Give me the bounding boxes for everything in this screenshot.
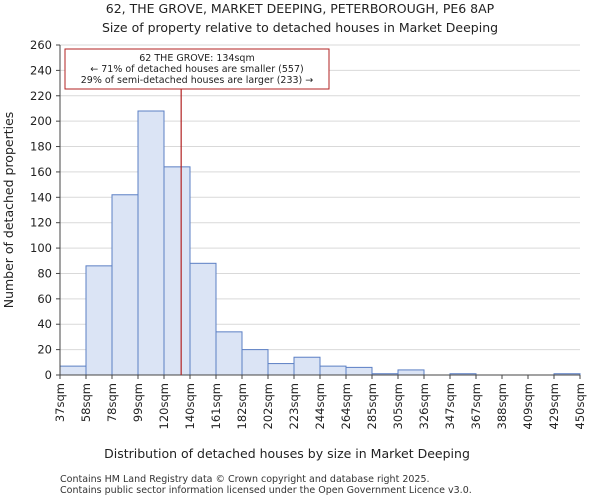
y-axis-label: Number of detached properties — [1, 112, 16, 309]
bar-161sqm — [215, 331, 243, 376]
y-tick-label: 40 — [37, 317, 52, 331]
chart-subtitle: Size of property relative to detached ho… — [102, 20, 498, 35]
x-tick-label: 244sqm — [313, 383, 327, 429]
y-tick-label: 260 — [30, 38, 52, 52]
x-tick-label: 409sqm — [521, 383, 535, 429]
bar-264sqm — [345, 366, 373, 376]
y-tick-label: 0 — [45, 368, 52, 382]
annotation-box: 62 THE GROVE: 134sqm ← 71% of detached h… — [64, 48, 330, 90]
x-tick-label: 140sqm — [183, 383, 197, 429]
x-tick-label: 37sqm — [53, 383, 67, 422]
y-tick-label: 220 — [30, 89, 52, 103]
x-tick-label: 326sqm — [417, 383, 431, 429]
bar-99sqm — [137, 110, 165, 376]
footer-line-2: Contains public sector information licen… — [60, 485, 472, 496]
chart-title: 62, THE GROVE, MARKET DEEPING, PETERBORO… — [106, 1, 495, 16]
annotation-line-1: 62 THE GROVE: 134sqm — [139, 53, 254, 64]
bar-244sqm — [319, 365, 347, 376]
x-axis-label: Distribution of detached houses by size … — [104, 446, 470, 461]
y-ticks: 0 20 40 60 80 100 120 140 160 180 200 220 240 260 — [30, 38, 60, 382]
bar-58sqm — [85, 265, 113, 376]
x-tick-label: 202sqm — [261, 383, 275, 429]
x-tick-label: 120sqm — [157, 383, 171, 429]
bar-37sqm — [59, 365, 87, 376]
footer-line-1: Contains HM Land Registry data © Crown c… — [60, 474, 430, 485]
bar-182sqm — [241, 349, 269, 376]
x-tick-label: 450sqm — [573, 383, 587, 429]
y-tick-label: 120 — [30, 216, 52, 230]
x-tick-label: 367sqm — [469, 383, 483, 429]
bar-140sqm — [189, 262, 217, 376]
annotation-frame — [64, 48, 330, 90]
y-tick-label: 80 — [37, 266, 52, 280]
bar-305sqm — [397, 369, 425, 376]
x-tick-label: 58sqm — [79, 383, 93, 422]
y-tick-label: 200 — [30, 114, 52, 128]
x-tick-label: 347sqm — [443, 383, 457, 429]
bars — [59, 110, 581, 376]
y-tick-label: 240 — [30, 63, 52, 77]
y-tick-label: 180 — [30, 140, 52, 154]
annotation-line-3: 29% of semi-detached houses are larger (… — [81, 75, 314, 86]
annotation-line-2: ← 71% of detached houses are smaller (55… — [90, 64, 303, 75]
x-tick-label: 305sqm — [391, 383, 405, 429]
x-tick-label: 388sqm — [495, 383, 509, 429]
bar-202sqm — [267, 363, 295, 376]
x-tick-label: 429sqm — [547, 383, 561, 429]
x-tick-label: 182sqm — [235, 383, 249, 429]
bar-78sqm — [111, 194, 139, 376]
x-tick-label: 285sqm — [365, 383, 379, 429]
x-tick-label: 161sqm — [209, 383, 223, 429]
y-tick-label: 140 — [30, 190, 52, 204]
bar-223sqm — [293, 356, 321, 376]
y-tick-label: 20 — [37, 343, 52, 357]
x-tick-label: 264sqm — [339, 383, 353, 429]
bar-120sqm — [163, 166, 191, 376]
x-tick-label: 223sqm — [287, 383, 301, 429]
x-tick-label: 78sqm — [105, 383, 119, 422]
x-tick-label: 99sqm — [131, 383, 145, 422]
y-tick-label: 100 — [30, 241, 52, 255]
y-tick-label: 60 — [37, 292, 52, 306]
y-tick-label: 160 — [30, 165, 52, 179]
x-ticks: 37sqm 58sqm 78sqm 99sqm 120sqm 140sqm 161sqm 18… — [53, 375, 587, 429]
